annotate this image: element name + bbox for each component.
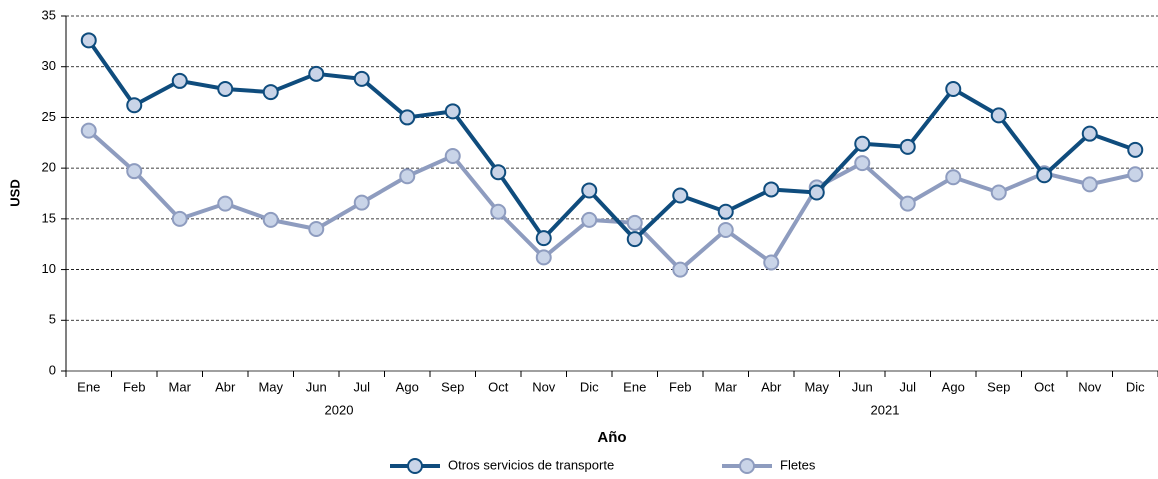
y-tick-label: 15 — [42, 210, 56, 225]
point — [444, 103, 461, 120]
point — [308, 65, 325, 82]
x-tick-label: Mar — [169, 379, 192, 394]
y-tick-label: 30 — [42, 58, 56, 73]
x-tick-label: Ene — [623, 379, 646, 394]
point — [171, 210, 188, 227]
point — [1081, 176, 1098, 193]
point — [990, 184, 1007, 201]
point — [353, 194, 370, 211]
point — [990, 107, 1007, 124]
x-tick-label: Nov — [1078, 379, 1102, 394]
x-tick-label: May — [258, 379, 283, 394]
point — [854, 135, 871, 152]
point — [717, 222, 734, 239]
x-tick-label: Abr — [761, 379, 782, 394]
x-tick-label: Oct — [1034, 379, 1055, 394]
point — [1127, 141, 1144, 158]
legend-label: Fletes — [780, 457, 816, 472]
point — [626, 231, 643, 248]
x-tick-label: Feb — [123, 379, 145, 394]
x-tick-label: Dic — [580, 379, 599, 394]
legend-marker — [739, 458, 755, 474]
x-tick-label: Oct — [488, 379, 509, 394]
point — [535, 249, 552, 266]
point — [1036, 167, 1053, 184]
point — [126, 163, 143, 180]
x-tick-label: Abr — [215, 379, 236, 394]
point — [308, 221, 325, 237]
x-tick-label: Ago — [396, 379, 419, 394]
point — [1127, 166, 1144, 183]
point — [1081, 125, 1098, 142]
point — [353, 70, 370, 87]
point — [626, 214, 643, 231]
y-tick-label: 20 — [42, 160, 56, 175]
x-tick-label: Jul — [353, 379, 370, 394]
legend-marker — [407, 458, 423, 474]
point — [217, 195, 234, 212]
x-tick-label: May — [804, 379, 829, 394]
x-tick-label: Jun — [852, 379, 873, 394]
point — [763, 181, 780, 198]
x-tick-label: Feb — [669, 379, 691, 394]
point — [444, 147, 461, 164]
y-tick-label: 5 — [49, 312, 56, 327]
point — [717, 203, 734, 220]
point — [808, 184, 825, 201]
x-tick-label: Jun — [306, 379, 327, 394]
y-tick-label: 25 — [42, 109, 56, 124]
point — [899, 138, 916, 155]
point — [581, 182, 598, 199]
point — [490, 164, 507, 181]
point — [171, 72, 188, 89]
y-tick-label: 10 — [42, 261, 56, 276]
point — [854, 155, 871, 172]
y-tick-label: 0 — [49, 362, 56, 377]
point — [490, 203, 507, 220]
x-tick-label: Ago — [942, 379, 965, 394]
group-label: 2020 — [325, 402, 354, 417]
point — [217, 81, 234, 98]
point — [945, 169, 962, 186]
point — [899, 195, 916, 212]
point — [535, 230, 552, 247]
x-tick-label: Nov — [532, 379, 556, 394]
point — [399, 168, 416, 185]
point — [262, 84, 279, 101]
x-tick-label: Dic — [1126, 379, 1145, 394]
y-axis-title: USD — [7, 179, 22, 206]
series-line — [87, 129, 1136, 272]
group-label: 2021 — [871, 402, 900, 417]
point — [672, 187, 689, 204]
legend-label: Otros servicios de transporte — [448, 457, 614, 472]
x-tick-label: Mar — [715, 379, 738, 394]
point — [262, 211, 279, 228]
point — [80, 32, 97, 49]
point — [945, 81, 962, 98]
point — [763, 254, 780, 271]
x-tick-label: Ene — [77, 379, 100, 394]
x-tick-label: Jul — [899, 379, 916, 394]
point — [399, 109, 416, 126]
y-tick-label: 35 — [42, 7, 56, 22]
point — [126, 97, 143, 114]
x-tick-label: Sep — [987, 379, 1010, 394]
point — [672, 261, 689, 278]
point — [581, 211, 598, 228]
x-tick-label: Sep — [441, 379, 464, 394]
point — [80, 122, 97, 139]
x-axis-title: Año — [597, 429, 626, 446]
